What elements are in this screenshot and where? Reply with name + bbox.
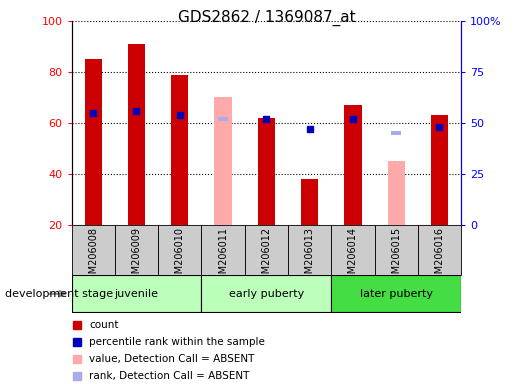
Text: GSM206016: GSM206016 — [435, 227, 445, 286]
Bar — [344, 105, 361, 225]
Bar — [85, 59, 102, 225]
Bar — [258, 118, 275, 225]
Bar — [171, 74, 189, 225]
Text: rank, Detection Call = ABSENT: rank, Detection Call = ABSENT — [89, 371, 250, 381]
Text: GSM206015: GSM206015 — [391, 227, 401, 286]
Bar — [288, 225, 331, 275]
Bar — [115, 225, 158, 275]
Text: early puberty: early puberty — [229, 289, 304, 299]
Bar — [201, 225, 245, 275]
Bar — [72, 225, 115, 275]
Bar — [331, 275, 461, 312]
Text: later puberty: later puberty — [360, 289, 432, 299]
Bar — [418, 225, 461, 275]
Text: GSM206010: GSM206010 — [175, 227, 185, 286]
Bar — [218, 117, 228, 121]
Text: development stage: development stage — [5, 289, 113, 299]
Text: GSM206012: GSM206012 — [261, 227, 271, 286]
Bar — [201, 275, 331, 312]
Bar — [431, 115, 448, 225]
Text: GSM206014: GSM206014 — [348, 227, 358, 286]
Text: value, Detection Call = ABSENT: value, Detection Call = ABSENT — [89, 354, 254, 364]
Bar — [301, 179, 318, 225]
Text: GSM206009: GSM206009 — [131, 227, 142, 286]
Bar — [245, 225, 288, 275]
Bar — [392, 131, 401, 135]
Bar — [375, 225, 418, 275]
Bar — [158, 225, 201, 275]
Text: GSM206011: GSM206011 — [218, 227, 228, 286]
Text: GSM206008: GSM206008 — [88, 227, 98, 286]
Bar — [331, 225, 375, 275]
Text: GSM206013: GSM206013 — [305, 227, 315, 286]
Text: GDS2862 / 1369087_at: GDS2862 / 1369087_at — [178, 10, 355, 26]
Text: juvenile: juvenile — [114, 289, 158, 299]
Bar — [128, 44, 145, 225]
Bar — [72, 275, 201, 312]
Bar — [214, 98, 232, 225]
Bar — [387, 161, 405, 225]
Text: percentile rank within the sample: percentile rank within the sample — [89, 337, 265, 347]
Text: count: count — [89, 320, 119, 330]
